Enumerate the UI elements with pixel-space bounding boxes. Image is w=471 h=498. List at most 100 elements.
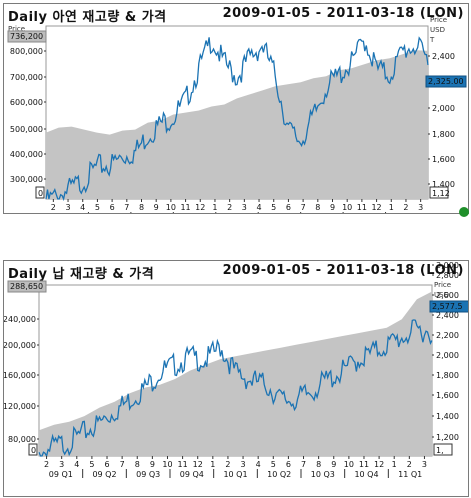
right-tick-label: 1,400 [432, 180, 455, 189]
x-month-label: 8 [316, 460, 321, 469]
left-tick-label: 80,000 [8, 435, 36, 444]
x-month-label: 5 [271, 460, 276, 469]
current-stock-label: 736,200 [10, 32, 43, 41]
current-price-box [425, 75, 467, 88]
x-month-label: 8 [135, 460, 140, 469]
x-month-label: 9 [331, 460, 336, 469]
lead-chart: Price80,000120,000160,000200,000240,000P… [4, 261, 468, 479]
x-month-label: 2 [403, 203, 408, 212]
x-month-label: 8 [315, 203, 320, 212]
right-axis-unit: USD [434, 291, 449, 299]
right-tick-label: 2,000 [436, 351, 459, 360]
current-stock-box [7, 30, 47, 43]
x-month-label: 4 [256, 460, 261, 469]
current-stock-box [7, 280, 47, 293]
x-month-label: 10 [162, 460, 172, 469]
right-tick-label: 1,600 [436, 391, 459, 400]
current-stock-label: 288,650 [10, 282, 43, 291]
right-tick-label: 2,400 [432, 52, 455, 61]
price-line [38, 319, 433, 458]
x-quarter-label: 10 Q1 [223, 470, 247, 479]
right-tick-label: 1,200 [436, 433, 459, 442]
x-month-label: 1 [212, 203, 217, 212]
left-tick-label: 500,000 [10, 125, 43, 134]
left-min-label: 0 [38, 189, 43, 198]
right-tick-label: 1,600 [432, 155, 455, 164]
x-month-label: 10 [166, 203, 176, 212]
x-month-label: 3 [65, 203, 70, 212]
status-indicator[interactable] [459, 207, 469, 217]
x-month-label: 7 [120, 460, 125, 469]
left-tick-label: 160,000 [4, 371, 36, 380]
stock-area [46, 50, 428, 199]
left-tick-label: 300,000 [10, 175, 43, 184]
right-tick-label: 3,000 [436, 261, 459, 270]
x-month-label: 10 [342, 203, 352, 212]
x-month-label: 9 [150, 460, 155, 469]
x-month-label: 5 [95, 203, 100, 212]
price-line [45, 36, 429, 202]
x-month-label: 12 [374, 460, 384, 469]
x-quarter-label: 09 Q3 [136, 470, 160, 479]
left-tick-label: 700,000 [10, 73, 43, 82]
right-tick-label: 1,800 [432, 130, 455, 139]
x-month-label: 11 [357, 203, 367, 212]
left-tick-label: 200,000 [4, 341, 36, 350]
x-month-label: 5 [89, 460, 94, 469]
left-tick-label: 120,000 [4, 402, 36, 411]
x-month-label: 12 [195, 203, 205, 212]
current-price-label: 2,325.00 [428, 77, 464, 86]
current-price-box [429, 300, 468, 313]
x-month-label: 3 [242, 203, 247, 212]
right-tick-label: 2,600 [436, 291, 459, 300]
x-month-label: 5 [271, 203, 276, 212]
x-month-label: 1 [210, 460, 215, 469]
right-min-box [429, 186, 449, 199]
x-month-label: 9 [330, 203, 335, 212]
left-min-label: 0 [31, 446, 36, 455]
right-min-box [433, 443, 453, 456]
right-tick-label: 2,200 [436, 331, 459, 340]
x-month-label: 1 [392, 460, 397, 469]
x-month-label: 3 [422, 460, 427, 469]
x-month-label: 11 [359, 460, 369, 469]
lead-chart-panel: Daily 납 재고량 & 가격 2009-01-05 - 2011-03-18… [3, 260, 469, 497]
x-month-label: 6 [104, 460, 109, 469]
x-month-label: 4 [256, 203, 261, 212]
x-month-label: 2 [225, 460, 230, 469]
right-tick-label: 1,800 [436, 371, 459, 380]
x-quarter-label: 09 Q1 [49, 470, 73, 479]
x-quarter-label: 10 Q3 [311, 470, 335, 479]
x-month-label: 4 [74, 460, 79, 469]
chart-date-range: 2009-01-05 - 2011-03-18 (LON) [222, 263, 464, 278]
x-month-label: 3 [59, 460, 64, 469]
chart-date-range: 2009-01-05 - 2011-03-18 (LON) [222, 6, 464, 21]
x-month-label: 9 [154, 203, 159, 212]
x-month-label: 3 [418, 203, 423, 212]
zinc-chart: Price 300,000 400,000 500,000 600,000 700,000… [7, 16, 467, 213]
left-min-box [35, 186, 45, 199]
x-month-label: 12 [193, 460, 203, 469]
left-axis-label: Price [8, 25, 25, 33]
x-quarter-label: 09 Q4 [180, 470, 204, 479]
x-month-label: 1 [389, 203, 394, 212]
right-axis-label: Price [430, 16, 447, 24]
left-tick-label: 400,000 [10, 150, 43, 159]
x-quarter-label: 09 Q2 [92, 470, 116, 479]
left-min-box [28, 443, 38, 456]
x-month-label: 8 [139, 203, 144, 212]
x-month-label: 6 [286, 203, 291, 212]
right-tick-label: 2,800 [436, 271, 459, 280]
x-month-label: 11 [180, 203, 190, 212]
right-min-label: 1,12 [432, 189, 450, 198]
x-quarter-label: 10 Q2 [267, 470, 291, 479]
left-tick-label: 240,000 [4, 315, 36, 324]
chart-title: Daily 아연 재고량 & 가격 [8, 10, 167, 25]
x-month-label: 3 [241, 460, 246, 469]
zinc-chart-panel: Daily 아연 재고량 & 가격 2009-01-05 - 2011-03-1… [3, 3, 469, 217]
x-month-label: 6 [286, 460, 291, 469]
right-axis-label: Price [434, 281, 451, 289]
right-tick-label: 1,400 [436, 412, 459, 421]
x-month-label: 2 [51, 203, 56, 212]
x-month-label: 2 [44, 460, 49, 469]
